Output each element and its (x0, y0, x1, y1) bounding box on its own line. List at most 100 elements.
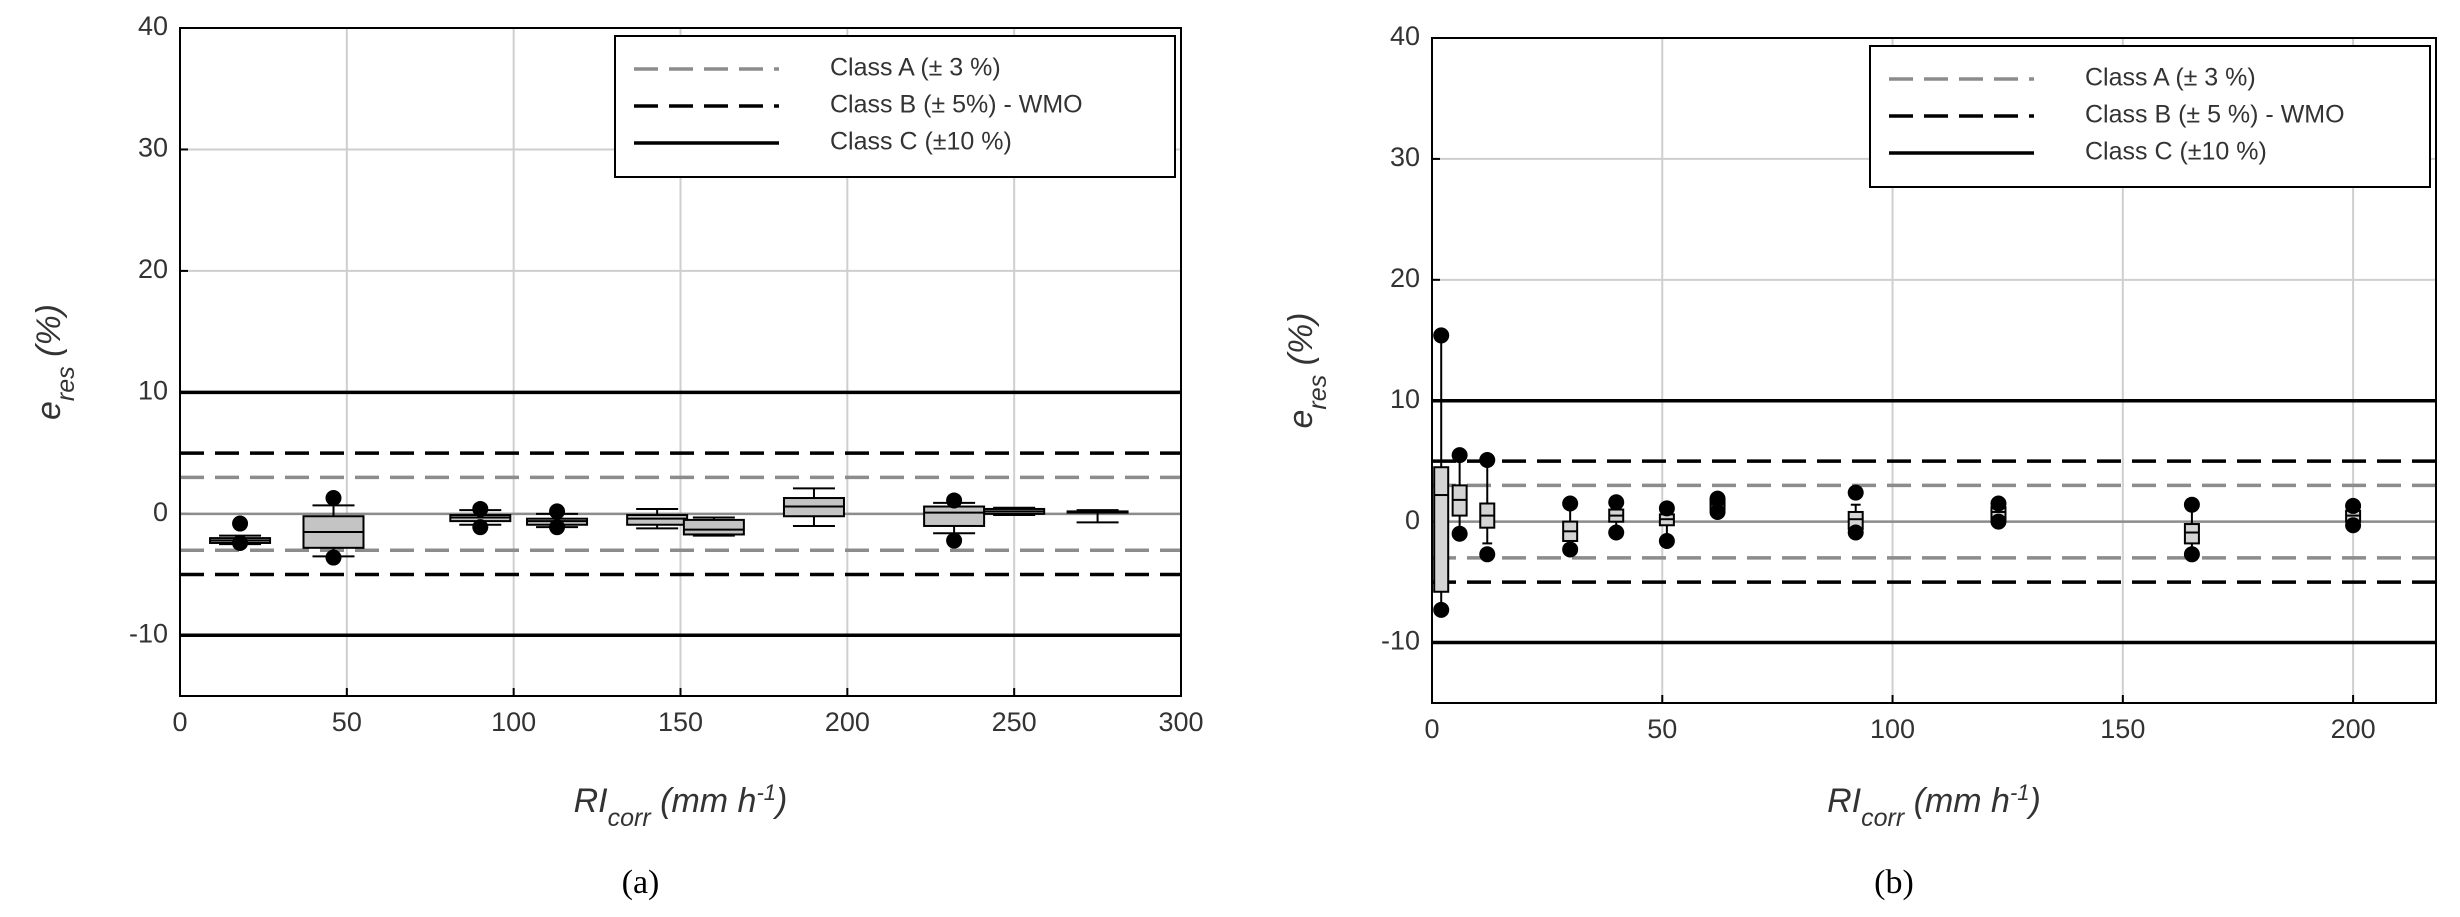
box-plot (626, 507, 689, 530)
x-axis-label: RIcorr (mm h-1) (1827, 780, 2041, 833)
outlier (1451, 447, 1468, 464)
outlier (2183, 496, 2200, 513)
x-tick-label: 150 (658, 707, 703, 737)
box-plot (2183, 496, 2200, 563)
label-part: -1 (756, 780, 776, 805)
label-part: ) (772, 782, 787, 820)
y-tick-label: 20 (138, 254, 168, 284)
box-plot (302, 490, 365, 566)
outlier (325, 490, 342, 507)
box-plot (1658, 500, 1675, 549)
x-axis-label: RIcorr (mm h-1) (574, 780, 788, 833)
x-tick-label: 50 (1647, 714, 1677, 744)
box-plot (449, 500, 512, 536)
outlier (1847, 484, 1864, 501)
label-part: RI (574, 782, 609, 820)
outlier (472, 500, 489, 517)
legend-label: Class C (±10 %) (830, 128, 1012, 156)
box-plot (682, 516, 745, 537)
y-tick-label: 10 (138, 375, 168, 405)
label-part: ) (2026, 782, 2041, 820)
x-tick-label: 200 (2331, 714, 2376, 744)
box-plot (1451, 447, 1468, 542)
legend-label: Class C (±10 %) (2085, 138, 2267, 166)
x-tick-label: 100 (1870, 714, 1915, 744)
legend: Class A (± 3 %) Class B (± 5 %) - WMO Clas… (1869, 45, 2431, 188)
label-part: e (30, 401, 68, 420)
outlier (946, 492, 963, 509)
box-plot (1479, 451, 1496, 563)
box (2183, 523, 2200, 545)
box-plot (1990, 495, 2007, 530)
outlier (946, 532, 963, 549)
box (626, 514, 689, 526)
box-plot (1066, 509, 1129, 524)
x-tick-label: 250 (992, 707, 1037, 737)
label-part: corr (1861, 804, 1906, 832)
y-tick-label: 40 (1390, 21, 1420, 51)
outlier (232, 515, 249, 532)
outlier (2183, 546, 2200, 563)
label-part: (mm h (1904, 782, 2010, 820)
y-tick-label: 0 (153, 497, 168, 527)
label-part: (mm h (651, 782, 757, 820)
label-part: RI (1827, 782, 1862, 820)
box (682, 518, 745, 536)
box-plot (1608, 494, 1625, 541)
outlier (1709, 503, 1726, 520)
x-tick-label: 0 (172, 707, 187, 737)
outlier (1658, 500, 1675, 517)
panel-label: (b) (1874, 864, 1914, 901)
label-part: (%) (1282, 313, 1320, 375)
y-tick-label: -10 (1381, 626, 1420, 656)
outlier (472, 519, 489, 536)
outlier (1709, 490, 1726, 507)
label-part: res (1304, 375, 1332, 410)
outlier (1990, 495, 2007, 512)
plot-frame (179, 27, 1182, 697)
box-plot (983, 506, 1046, 517)
label-part: -1 (2010, 780, 2030, 805)
label-part: (%) (30, 304, 68, 366)
box-plot (1433, 327, 1450, 618)
label-part: corr (608, 804, 653, 832)
outlier (1479, 546, 1496, 563)
box-plot (526, 503, 589, 536)
outlier (549, 503, 566, 520)
outlier (1479, 451, 1496, 468)
outlier (2345, 517, 2362, 534)
y-tick-label: 40 (138, 11, 168, 41)
outlier (1562, 495, 1579, 512)
outlier (1562, 541, 1579, 558)
y-tick-label: 10 (1390, 384, 1420, 414)
outlier (232, 534, 249, 551)
box-plot (782, 487, 845, 527)
outlier (2345, 497, 2362, 514)
x-tick-label: 150 (2100, 714, 2145, 744)
panel: -10 0 10 20 30 40 0 50 100 150 200 250 300 Class A (±… (30, 11, 1204, 901)
y-axis-label: eres (%) (1282, 313, 1332, 429)
y-tick-label: 30 (1390, 142, 1420, 172)
x-tick-label: 200 (825, 707, 870, 737)
legend-label: Class B (± 5%) - WMO (830, 91, 1083, 119)
outlier (1608, 494, 1625, 511)
y-axis-label: eres (%) (30, 304, 80, 420)
y-tick-label: -10 (129, 618, 168, 648)
legend-label: Class A (± 3 %) (2085, 64, 2256, 92)
legend: Class A (± 3 %) Class B (± 5%) - WMO Class… (614, 35, 1176, 178)
legend-label: Class B (± 5 %) - WMO (2085, 101, 2345, 129)
outlier (1990, 513, 2007, 530)
y-tick-label: 30 (138, 133, 168, 163)
y-tick-label: 20 (1390, 263, 1420, 293)
box-plot (1847, 484, 1864, 541)
box-plot (209, 515, 272, 551)
outlier (1433, 601, 1450, 618)
x-tick-label: 100 (491, 707, 536, 737)
outlier (1451, 525, 1468, 542)
x-tick-label: 300 (1158, 707, 1203, 737)
panel-label: (a) (622, 864, 660, 901)
box-plot (1562, 495, 1579, 558)
outlier (1658, 532, 1675, 549)
x-tick-label: 0 (1424, 714, 1439, 744)
